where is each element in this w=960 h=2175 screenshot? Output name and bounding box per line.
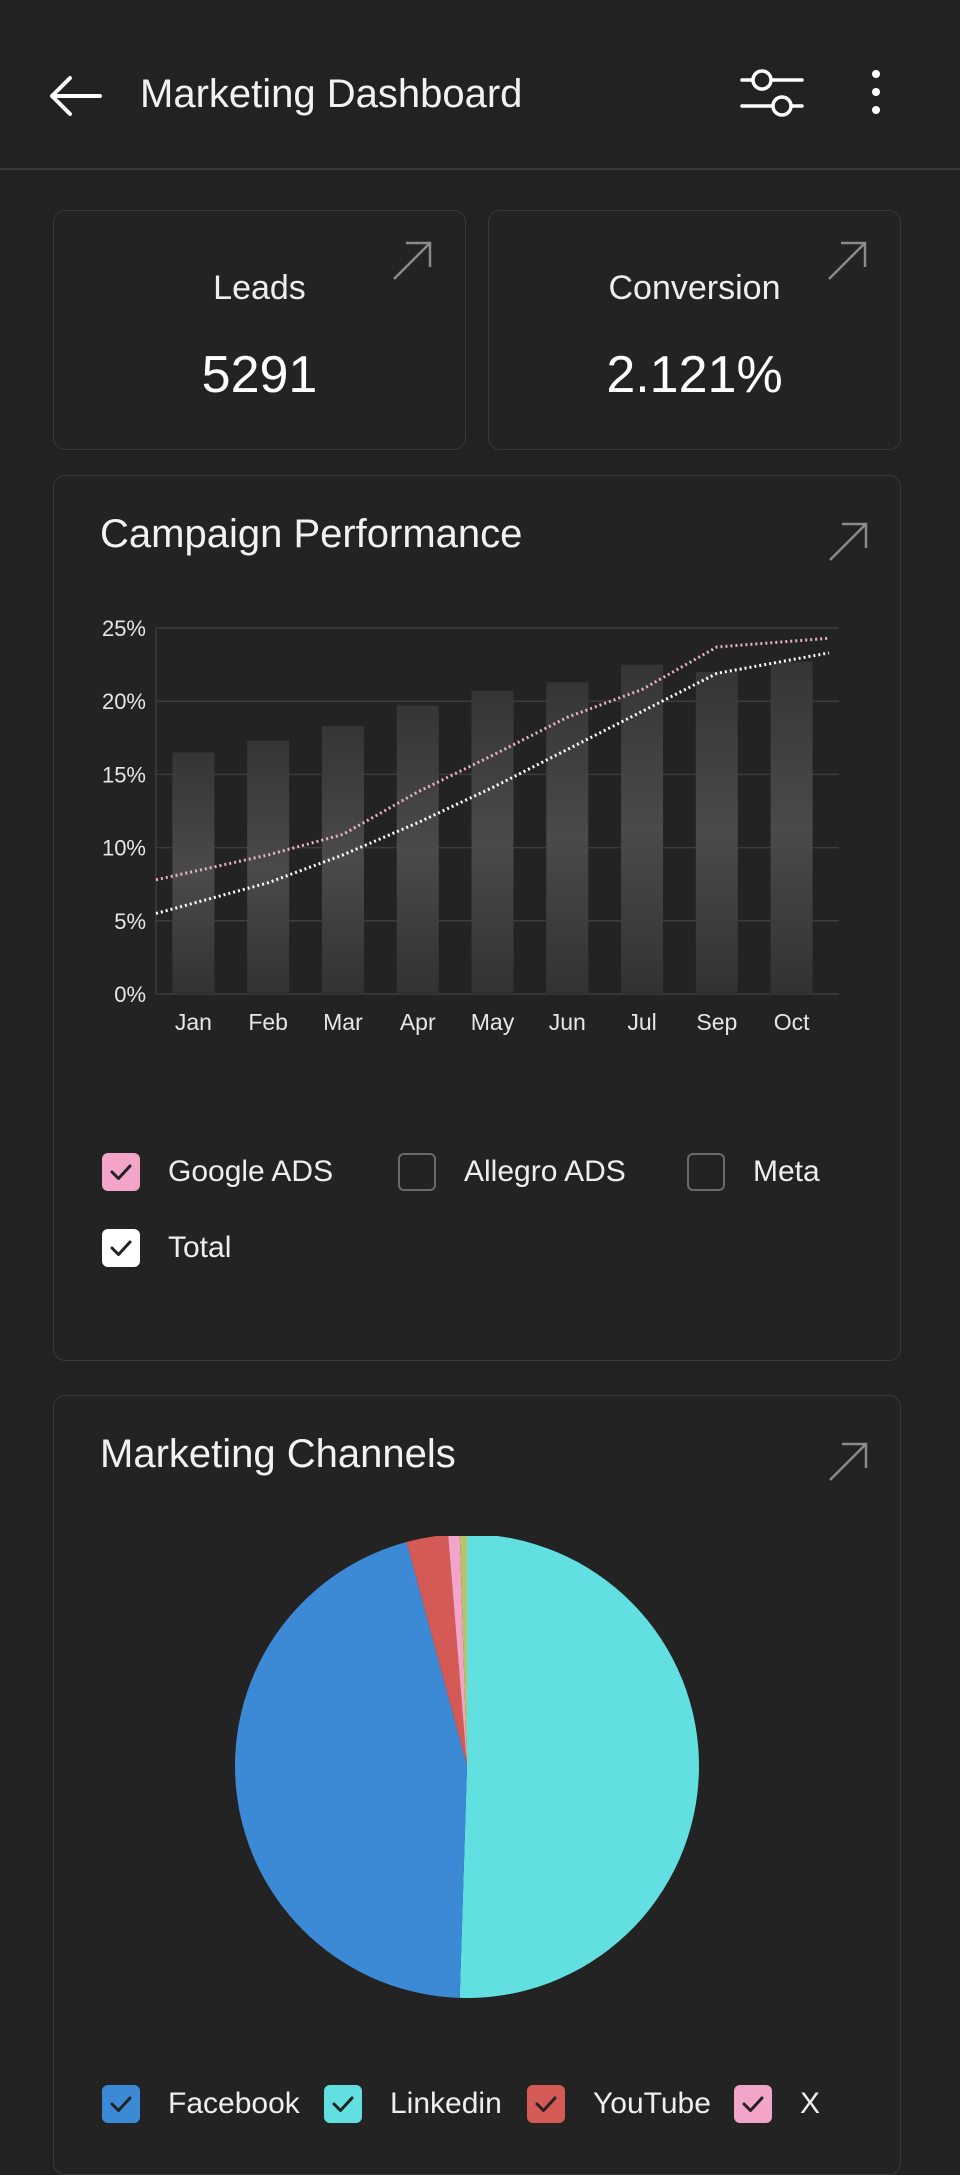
x-tick-label: Jan — [175, 1009, 212, 1035]
conversion-label: Conversion — [608, 269, 781, 307]
campaign-legend-item[interactable]: Total — [102, 1229, 231, 1267]
y-tick-label: 25% — [102, 616, 146, 641]
more-vertical-icon[interactable] — [860, 66, 892, 122]
legend-label: Linkedin — [390, 2087, 502, 2120]
channels-legend-item[interactable]: Facebook — [102, 2085, 300, 2123]
y-tick-label: 0% — [114, 982, 146, 1007]
checkbox[interactable] — [527, 2085, 565, 2123]
x-tick-label: Oct — [774, 1009, 810, 1035]
pie-slice — [448, 1536, 467, 1766]
chart-bar — [621, 664, 664, 994]
x-tick-label: Feb — [248, 1009, 288, 1035]
x-tick-label: Jun — [549, 1009, 586, 1035]
campaign-legend-item[interactable]: Meta — [687, 1153, 820, 1191]
check-icon — [110, 1164, 132, 1180]
pie-slice — [406, 1536, 467, 1766]
app-header: Marketing Dashboard — [0, 0, 960, 170]
chart-bar — [396, 705, 439, 994]
x-tick-label: May — [471, 1009, 515, 1035]
chart-bar — [770, 661, 813, 994]
campaign-legend-item[interactable]: Google ADS — [102, 1153, 333, 1191]
channels-legend-item[interactable]: YouTube — [527, 2085, 711, 2123]
checkbox[interactable] — [687, 1153, 725, 1191]
y-tick-label: 5% — [114, 909, 146, 934]
marketing-channels-card: Marketing Channels Facebook Linkedin YouTu… — [53, 1395, 901, 2175]
y-tick-label: 10% — [102, 836, 146, 861]
legend-label: YouTube — [593, 2087, 711, 2120]
arrow-up-right-icon[interactable] — [826, 520, 870, 564]
x-tick-label: Mar — [323, 1009, 363, 1035]
y-tick-label: 20% — [102, 689, 146, 714]
check-icon — [332, 2096, 354, 2112]
checkbox[interactable] — [102, 1153, 140, 1191]
channels-legend-item[interactable]: Linkedin — [324, 2085, 502, 2123]
series-line — [155, 636, 830, 882]
chart-bar — [247, 740, 290, 994]
checkbox[interactable] — [734, 2085, 772, 2123]
legend-label: Meta — [753, 1155, 820, 1188]
checkbox[interactable] — [102, 2085, 140, 2123]
check-icon — [110, 1240, 132, 1256]
check-icon — [535, 2096, 557, 2112]
pie-slice — [459, 1536, 699, 1998]
conversion-value: 2.121% — [606, 346, 783, 404]
y-tick-label: 15% — [102, 762, 146, 787]
legend-label: Total — [168, 1231, 232, 1264]
check-icon — [742, 2096, 764, 2112]
channels-legend-item[interactable]: X — [734, 2085, 820, 2123]
arrow-up-right-icon[interactable] — [826, 1440, 870, 1484]
campaign-legend-item[interactable]: Allegro ADS — [398, 1153, 626, 1191]
series-line — [155, 651, 830, 915]
pie-slice — [234, 1542, 467, 1998]
arrow-up-right-icon[interactable] — [390, 239, 434, 283]
sliders-icon[interactable] — [740, 66, 804, 122]
x-tick-label: Sep — [696, 1009, 737, 1035]
page-title: Marketing Dashboard — [140, 72, 523, 116]
checkbox[interactable] — [398, 1153, 436, 1191]
leads-label: Leads — [213, 269, 306, 307]
checkbox[interactable] — [324, 2085, 362, 2123]
channels-pie-chart — [234, 1536, 699, 1998]
legend-label: Allegro ADS — [464, 1155, 626, 1188]
leads-value: 5291 — [201, 346, 318, 404]
legend-label: Facebook — [168, 2087, 300, 2120]
check-icon — [110, 2096, 132, 2112]
arrow-up-right-icon[interactable] — [825, 239, 869, 283]
checkbox[interactable] — [102, 1229, 140, 1267]
x-tick-label: Apr — [400, 1009, 436, 1035]
x-tick-label: Jul — [627, 1009, 656, 1035]
channels-title: Marketing Channels — [100, 1432, 456, 1476]
chart-bar — [546, 682, 589, 994]
pie-slice — [459, 1536, 467, 1766]
chart-bar — [172, 752, 215, 994]
campaign-chart: 0% 5% 10% 15% 20% 25% Jan Feb Mar Apr May Jun Jul Sep… — [102, 616, 839, 1035]
legend-label: X — [800, 2087, 821, 2120]
campaign-performance-card: Campaign Performance 0% 5% 10% 15% 20% 25% Jan… — [53, 475, 901, 1361]
campaign-title: Campaign Performance — [100, 512, 523, 556]
chart-bar — [695, 671, 738, 994]
chart-bar — [471, 690, 514, 994]
conversion-card[interactable]: Conversion 2.121% — [488, 210, 901, 450]
arrow-left-icon[interactable] — [46, 66, 106, 126]
legend-label: Google ADS — [168, 1155, 334, 1188]
leads-card[interactable]: Leads 5291 — [53, 210, 466, 450]
